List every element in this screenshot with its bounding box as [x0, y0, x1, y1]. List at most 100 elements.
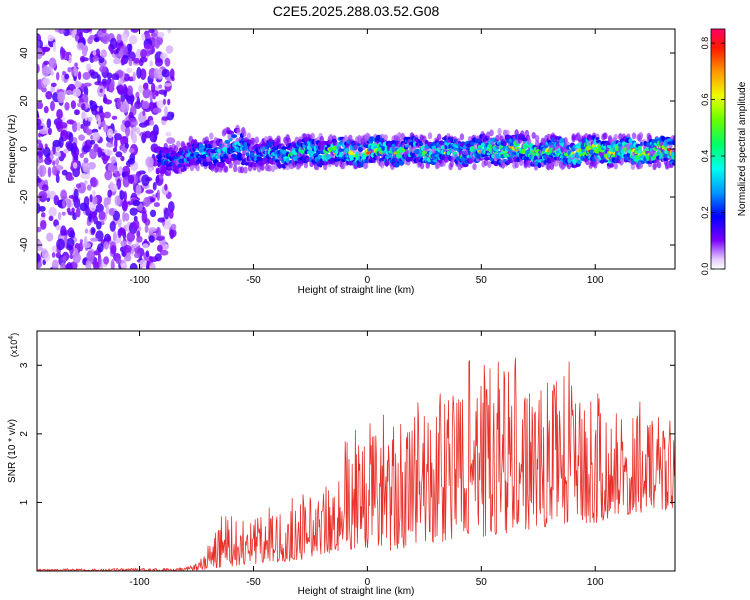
noise-blob [103, 256, 110, 265]
noise-blob [37, 63, 40, 74]
noise-blob [64, 73, 70, 80]
band-halo [341, 162, 346, 170]
noise-blob [71, 207, 75, 213]
colorbar-gradient [710, 28, 726, 270]
noise-blob [111, 73, 120, 80]
spectrogram-y-tick-label: 40 [19, 47, 30, 59]
noise-blob [167, 98, 171, 106]
noise-blob [109, 37, 118, 50]
noise-blob [66, 176, 75, 181]
noise-blob [109, 220, 116, 232]
noise-blob [152, 107, 162, 114]
noise-blob [40, 212, 46, 218]
noise-blob [37, 139, 42, 144]
noise-blob [52, 160, 56, 166]
band-halo [364, 161, 369, 169]
noise-blob [91, 176, 97, 188]
noise-blob [99, 65, 107, 73]
band-halo [473, 143, 478, 151]
band-halo [254, 136, 260, 144]
noise-blob [37, 101, 44, 110]
noise-blob [57, 91, 66, 104]
colorbar-label: Normalized spectral amplitude [737, 81, 748, 216]
noise-blob [126, 231, 136, 242]
noise-blob [92, 261, 100, 268]
band-cell [576, 160, 582, 165]
noise-blob [130, 29, 139, 33]
noise-blob [72, 252, 81, 264]
noise-blob [128, 117, 137, 123]
band-cell [357, 146, 364, 152]
noise-blob [97, 115, 101, 128]
noise-blob [163, 207, 170, 220]
noise-blob [37, 253, 41, 263]
noise-blob [157, 217, 166, 223]
noise-blob [41, 248, 49, 260]
noise-blob [141, 211, 148, 224]
noise-blob [84, 180, 88, 185]
noise-blob [75, 207, 81, 218]
colorbar-tick-label: 0.4 [700, 150, 710, 163]
noise-blob [85, 259, 92, 269]
noise-blob [110, 156, 117, 164]
band-cell [281, 146, 288, 150]
band-cell [637, 145, 642, 151]
band-halo [497, 127, 502, 135]
noise-blob [72, 162, 78, 169]
noise-blob [113, 57, 121, 65]
band-cell [608, 163, 614, 168]
noise-blob [86, 167, 91, 175]
noise-blob [87, 36, 93, 45]
noise-blob [55, 158, 60, 166]
noise-blob [45, 90, 53, 100]
noise-blob [103, 124, 109, 133]
noise-blob [132, 199, 141, 207]
noise-blob [89, 139, 96, 145]
noise-blob [51, 259, 59, 269]
noise-blob [118, 227, 126, 236]
noise-blob [149, 60, 154, 67]
noise-blob [169, 68, 175, 80]
noise-blob [157, 235, 166, 241]
noise-blob [41, 87, 47, 93]
band-halo [276, 135, 281, 143]
noise-blob [124, 86, 128, 95]
noise-blob [91, 227, 96, 234]
spectrogram-x-tick-label: 50 [476, 275, 488, 286]
noise-blob [132, 219, 140, 230]
noise-blob [116, 178, 122, 190]
noise-blob [37, 260, 43, 269]
noise-blob [156, 244, 163, 252]
noise-blob [141, 100, 150, 110]
noise-blob [46, 232, 54, 242]
noise-blob [97, 74, 101, 85]
noise-blob [73, 76, 77, 82]
noise-blob [155, 90, 159, 97]
noise-blob [46, 118, 52, 129]
noise-blob [86, 29, 93, 32]
noise-blob [108, 208, 115, 216]
spectrogram-y-tick-label: 0 [19, 146, 30, 152]
snr-x-tick-label: -100 [130, 577, 150, 588]
noise-blob [155, 226, 161, 239]
band-halo [489, 129, 494, 137]
colorbar: 0.0 0.2 0.4 0.6 0.8 Normalized spectral ampl… [700, 28, 748, 275]
noise-blob [129, 262, 138, 269]
band-halo [242, 130, 247, 138]
noise-blob [61, 48, 66, 59]
figure-title: C2E5.2025.288.03.52.G08 [273, 3, 440, 19]
noise-blob [37, 40, 41, 47]
noise-blob [86, 63, 92, 71]
noise-blob [84, 113, 88, 121]
noise-blob [43, 105, 49, 114]
noise-blob [145, 189, 154, 194]
noise-blob [78, 134, 85, 141]
spectrogram-y-tick-label: 20 [19, 95, 30, 107]
band-cell [391, 143, 396, 148]
band-halo [270, 165, 276, 173]
noise-blob [106, 128, 114, 139]
band-halo [472, 163, 477, 171]
noise-blob [89, 53, 95, 64]
noise-blob [95, 203, 104, 213]
noise-blob [56, 238, 65, 251]
